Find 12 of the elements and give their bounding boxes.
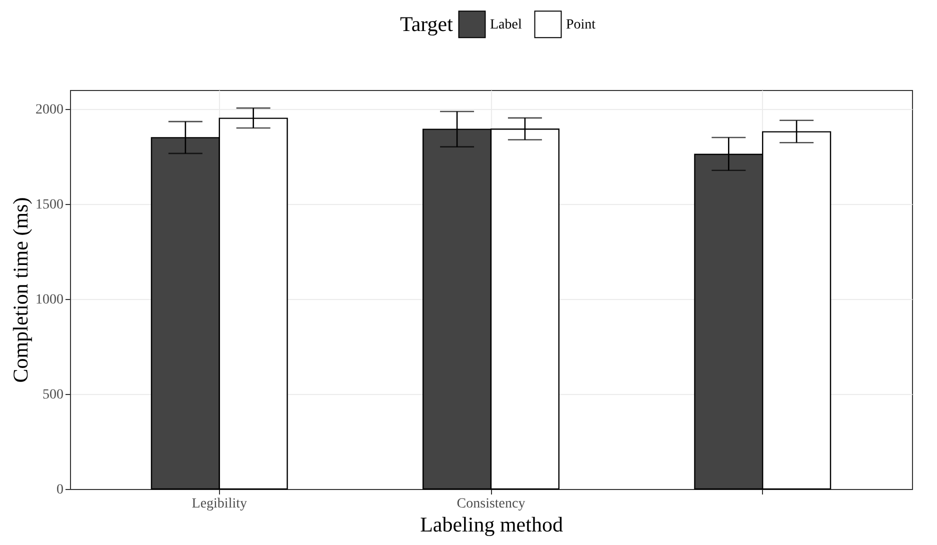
y-axis-title: Completion time (ms) (8, 197, 32, 383)
legend-label: Label (490, 17, 522, 32)
y-tick-label: 2000 (36, 102, 64, 118)
legend-label: Point (566, 17, 596, 32)
y-tick-label: 1500 (36, 198, 64, 212)
x-tick-label: Legibility (192, 496, 247, 512)
y-tick-label: 1000 (36, 292, 64, 308)
x-axis-title: Labeling method (420, 512, 564, 536)
y-tick-label: 500 (42, 388, 64, 402)
x-tick-label: Consistency (456, 496, 526, 512)
legend-title: Target (400, 12, 454, 36)
y-tick-label: 0 (56, 482, 64, 498)
